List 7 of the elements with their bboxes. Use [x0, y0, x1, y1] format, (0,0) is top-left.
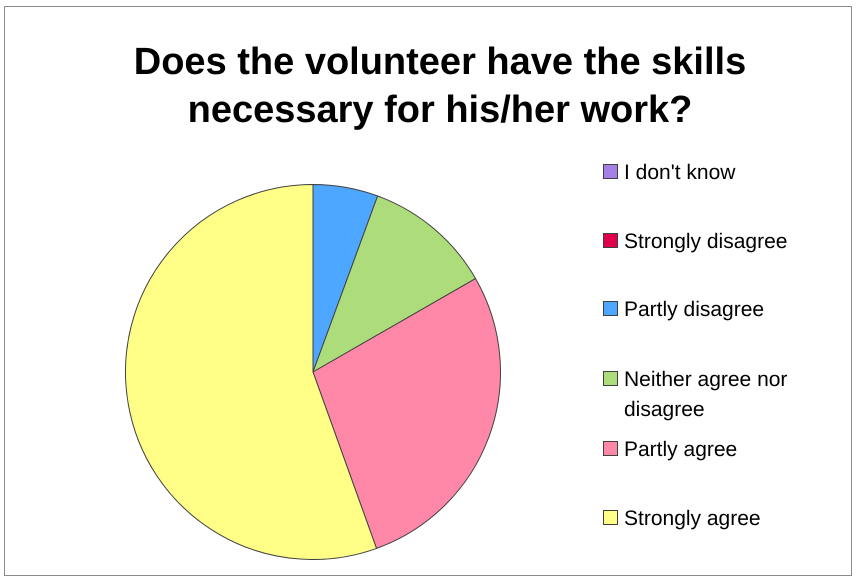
legend-label: I don't know [624, 160, 736, 186]
legend-label: Partly disagree [624, 297, 766, 323]
legend-label: Strongly agree [624, 506, 762, 532]
legend-label: Partly agree [624, 437, 738, 463]
legend-label: Strongly disagree [624, 229, 788, 255]
chart-title: Does the volunteer have the skills necessary for his/her work? [132, 40, 748, 133]
legend-label: Neither agree nor disagree [624, 367, 788, 423]
